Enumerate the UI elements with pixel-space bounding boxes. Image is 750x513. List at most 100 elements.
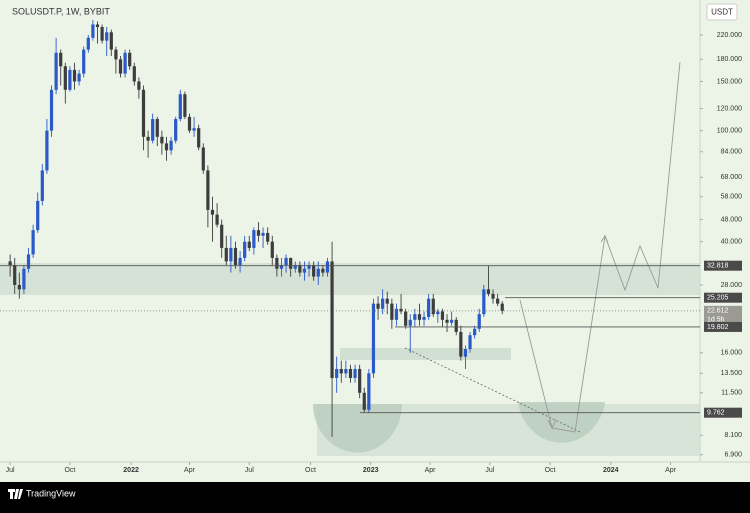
candle-body [440,311,445,320]
y-tick-label: 6.900 [724,452,742,459]
x-tick-label: 2023 [363,467,379,474]
support-zone [340,348,511,360]
candle-body [427,298,431,317]
candle-body [371,303,376,374]
candle-body [169,140,173,151]
candle-body [178,94,182,120]
candle-body [174,119,178,141]
logo [8,489,23,499]
candle-body [86,37,90,50]
y-tick-label: 84.000 [721,149,743,156]
candle-body [335,368,339,378]
candle-body [13,265,17,285]
y-tick-label: 68.000 [721,174,743,181]
countdown: 1d 5h [707,317,725,324]
candle-body [22,268,26,290]
candle-body [381,298,385,309]
candle-body [413,314,417,320]
level-box [704,260,742,271]
x-tick-label: Apr [425,467,437,474]
candle-body [344,368,348,374]
candle-body [206,170,210,210]
candle-body [224,247,228,262]
candle-body [238,257,242,266]
candle-body [100,27,104,41]
y-tick-label: 11.500 [721,390,742,397]
candle-body [390,303,394,320]
candle-body [376,303,380,309]
level-box [704,292,742,303]
projection-path [519,61,681,433]
candle-body [233,247,238,266]
x-tick-label: Apr [665,467,677,474]
level-label: 9.762 [707,410,725,417]
x-tick-label: Oct [545,467,556,474]
cup-right [518,402,605,443]
candle-body [49,89,54,131]
x-tick-label: Oct [64,467,75,474]
x-tick-label: Jul [245,467,254,474]
candle-body [105,32,109,41]
candle-body [183,94,187,117]
x-tick-label: 2024 [603,467,619,474]
candle-body [450,319,454,323]
candle-body [385,298,389,304]
candle-body [496,298,500,304]
candle-body [8,261,12,266]
candle-body [45,130,49,171]
candle-body [477,314,481,329]
candle-body [362,392,366,410]
candle-body [399,308,403,312]
candle-body [192,128,196,131]
candle-body [367,373,371,410]
y-tick-label: 40.000 [721,239,743,246]
candle-body [270,241,274,258]
candle-body [137,81,141,90]
candle-body [128,52,132,67]
arrow-head [600,235,609,244]
candle-body [215,214,219,225]
y-tick-label: 8.100 [724,432,742,439]
candle-body [160,136,164,144]
candle-body [417,314,422,320]
candle-body [321,268,325,273]
arrow-head [547,419,557,430]
candle-body [201,147,205,171]
x-tick-label: Jul [485,467,494,474]
candle-body [500,303,504,311]
candle-body [312,265,316,277]
candle-body [68,69,72,90]
footer [0,482,750,508]
candle-body [187,116,192,131]
chart-title: SOLUSDT.P, 1W, BYBIT [12,6,110,16]
y-tick-label: 16.000 [721,350,743,357]
candle-body [197,128,201,148]
candle-body [40,170,44,201]
candle-body [422,316,426,320]
candle-body [132,66,136,82]
brand: TradingView [26,488,76,498]
candle-body [141,89,146,137]
candle-body [36,200,40,231]
candle-body [404,311,408,326]
candle-body [394,308,399,320]
x-tick-label: Jul [6,467,15,474]
y-tick-label: 48.000 [721,216,743,223]
currency-button[interactable] [706,3,738,21]
candle-body [293,265,297,269]
candle-body [210,209,215,215]
candle-body [252,230,256,248]
candle-body [261,232,265,236]
level-label: 22.612 [707,308,729,315]
candle-body [220,224,224,248]
candle-body [482,289,486,315]
candle-body [463,349,468,357]
candle-body [247,241,251,248]
candle-body [298,265,302,273]
candle-body [279,265,284,269]
candle-body [26,254,31,269]
cup-left [313,404,402,453]
candle-body [59,52,63,67]
candle-body [275,257,279,269]
